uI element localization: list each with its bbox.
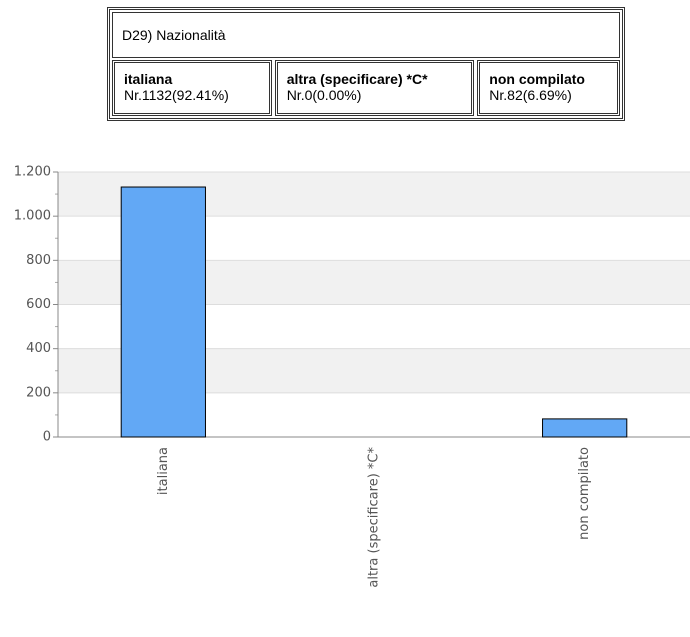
cell-text: Nr.82(6.69%) (489, 87, 572, 103)
y-tick-label: 400 (26, 341, 51, 356)
x-tick-label: non compilato (577, 447, 592, 540)
table-cell: non compilato Nr.82(6.69%) (477, 60, 620, 116)
cell-name: altra (specificare) *C* (286, 71, 428, 87)
y-tick-label: 600 (26, 297, 51, 312)
y-tick-label: 0 (43, 430, 51, 445)
cell-name: non compilato (489, 71, 585, 87)
cell-text: Nr.0(0.00%) (286, 87, 362, 103)
y-tick-label: 800 (26, 253, 51, 268)
table-cell: altra (specificare) *C* Nr.0(0.00%) (274, 60, 475, 116)
cell-text: Nr.1132(92.41%) (124, 87, 229, 103)
chart: 0 200 400 600 800 1.000 1.200 italiana altra (sp… (14, 165, 690, 588)
bar (542, 418, 628, 438)
x-tick-label: altra (specificare) *C* (367, 447, 382, 588)
y-tick-label: 1.000 (14, 209, 51, 224)
table-row: italiana Nr.1132(92.41%) altra (specifica… (112, 60, 620, 116)
table-cell: italiana Nr.1132(92.41%) (112, 60, 272, 116)
cell-name: italiana (124, 71, 173, 87)
y-tick-label: 1.200 (14, 165, 51, 180)
summary-table: D29) Nazionalità italiana Nr.1132(92.41%)… (107, 7, 625, 121)
table-title: D29) Nazionalità (112, 12, 620, 58)
bar (120, 186, 206, 438)
x-tick-label: italiana (156, 447, 171, 495)
y-tick-label: 200 (26, 385, 51, 400)
